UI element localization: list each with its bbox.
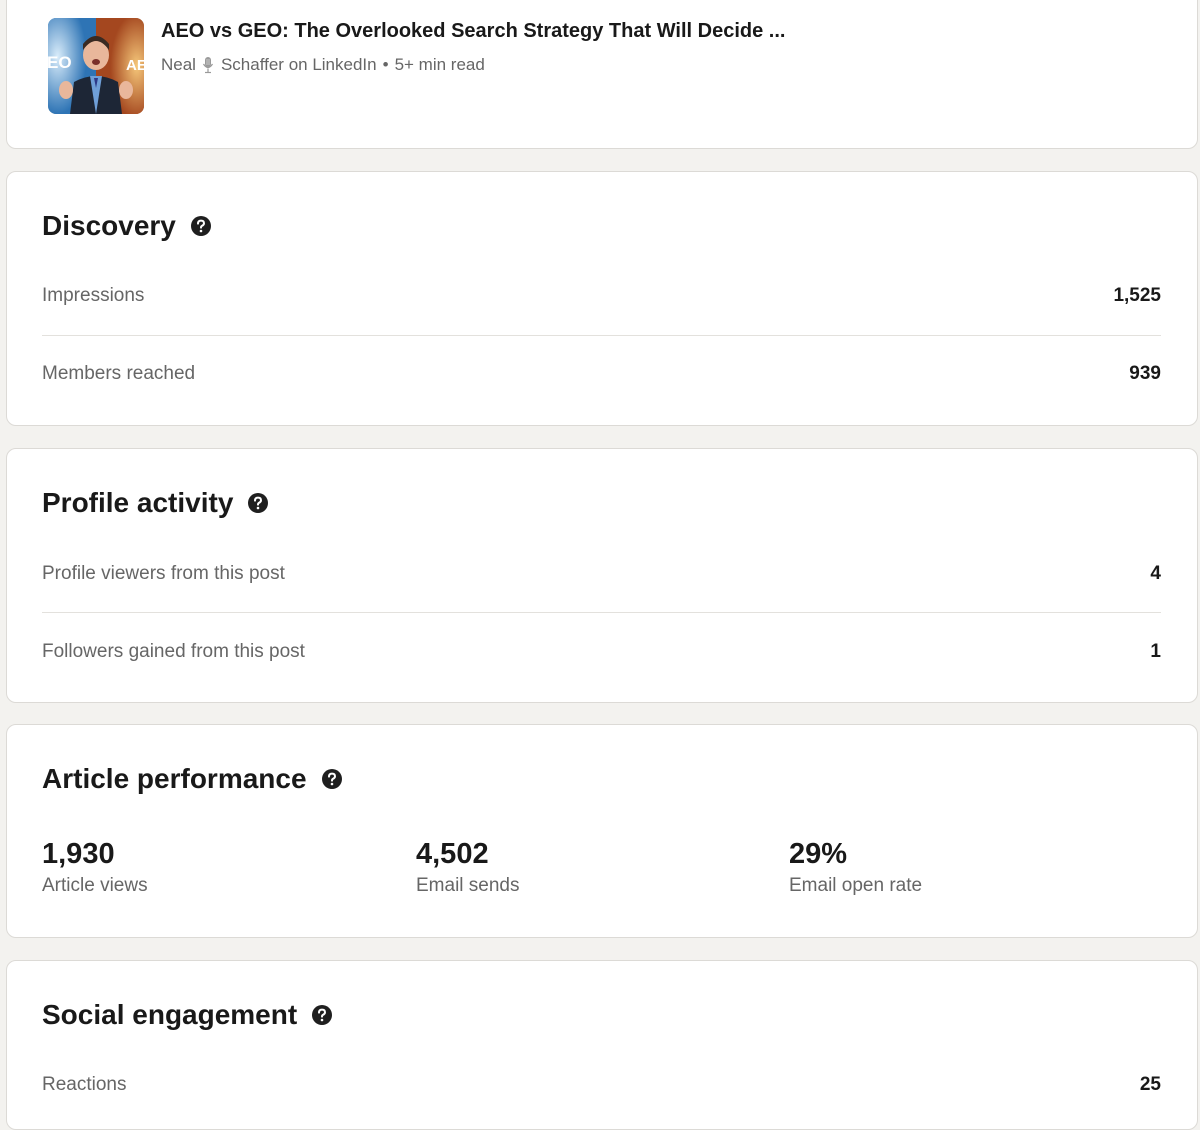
members-reached-value: 939: [1129, 363, 1161, 384]
social-engagement-card: Social engagement Reactions 25: [6, 960, 1198, 1130]
impressions-value: 1,525: [1113, 285, 1161, 306]
email-sends-value: 4,502: [416, 838, 489, 870]
discovery-card: Discovery Impressions 1,525 Members reac…: [6, 171, 1198, 426]
profile-activity-heading: Profile activity: [42, 487, 269, 519]
reactions-row[interactable]: Reactions 25: [42, 1046, 1161, 1124]
question-circle-icon[interactable]: [311, 1004, 333, 1026]
followers-gained-value: 1: [1150, 641, 1161, 662]
question-circle-icon[interactable]: [190, 215, 212, 237]
article-meta: Neal Schaffer on LinkedIn • 5+ min read: [161, 55, 485, 75]
thumbnail-image: EO AE: [48, 18, 144, 114]
social-engagement-title: Social engagement: [42, 999, 298, 1030]
email-sends-label: Email sends: [416, 875, 520, 896]
meta-separator: •: [382, 55, 389, 74]
divider: [42, 335, 1161, 336]
members-reached-row: Members reached 939: [42, 335, 1161, 413]
discovery-heading: Discovery: [42, 210, 212, 242]
email-open-rate-label: Email open rate: [789, 875, 923, 896]
followers-gained-label: Followers gained from this post: [42, 641, 305, 662]
author-first-name[interactable]: Neal: [161, 55, 196, 74]
profile-viewers-value: 4: [1150, 563, 1161, 584]
reactions-value: 25: [1139, 1074, 1161, 1095]
thumbnail-left-text: EO: [48, 53, 72, 72]
article-views-value: 1,930: [42, 838, 115, 870]
article-performance-title: Article performance: [42, 763, 307, 794]
question-circle-icon[interactable]: [321, 768, 343, 790]
profile-activity-title: Profile activity: [42, 487, 234, 518]
article-views-stat: 1,930 Article views: [42, 837, 148, 897]
question-circle-icon[interactable]: [247, 492, 269, 514]
thumbnail-right-text: AE: [126, 57, 144, 74]
profile-activity-card: Profile activity Profile viewers from th…: [6, 448, 1198, 703]
author-rest[interactable]: Schaffer on LinkedIn: [220, 55, 377, 74]
profile-viewers-label: Profile viewers from this post: [42, 563, 285, 584]
microphone-icon: [202, 56, 214, 74]
divider: [42, 612, 1161, 613]
article-card[interactable]: EO AE AEO vs GEO: The Overlooked Search …: [6, 0, 1198, 149]
article-views-label: Article views: [42, 875, 148, 896]
impressions-row: Impressions 1,525: [42, 257, 1161, 335]
article-performance-card: Article performance 1,930 Article views …: [6, 724, 1198, 938]
email-open-rate-value: 29%: [789, 838, 848, 870]
article-performance-heading: Article performance: [42, 763, 343, 795]
reactions-label: Reactions: [42, 1074, 127, 1095]
email-sends-stat: 4,502 Email sends: [416, 837, 520, 897]
article-title[interactable]: AEO vs GEO: The Overlooked Search Strate…: [161, 20, 786, 42]
email-open-rate-stat: 29% Email open rate: [789, 837, 922, 897]
followers-gained-row: Followers gained from this post 1: [42, 613, 1161, 691]
profile-viewers-row: Profile viewers from this post 4: [42, 535, 1161, 613]
social-engagement-heading: Social engagement: [42, 999, 333, 1031]
article-thumbnail[interactable]: EO AE: [48, 18, 144, 114]
read-time: 5+ min read: [394, 55, 485, 74]
discovery-title: Discovery: [42, 210, 176, 241]
impressions-label: Impressions: [42, 285, 145, 306]
members-reached-label: Members reached: [42, 363, 196, 384]
